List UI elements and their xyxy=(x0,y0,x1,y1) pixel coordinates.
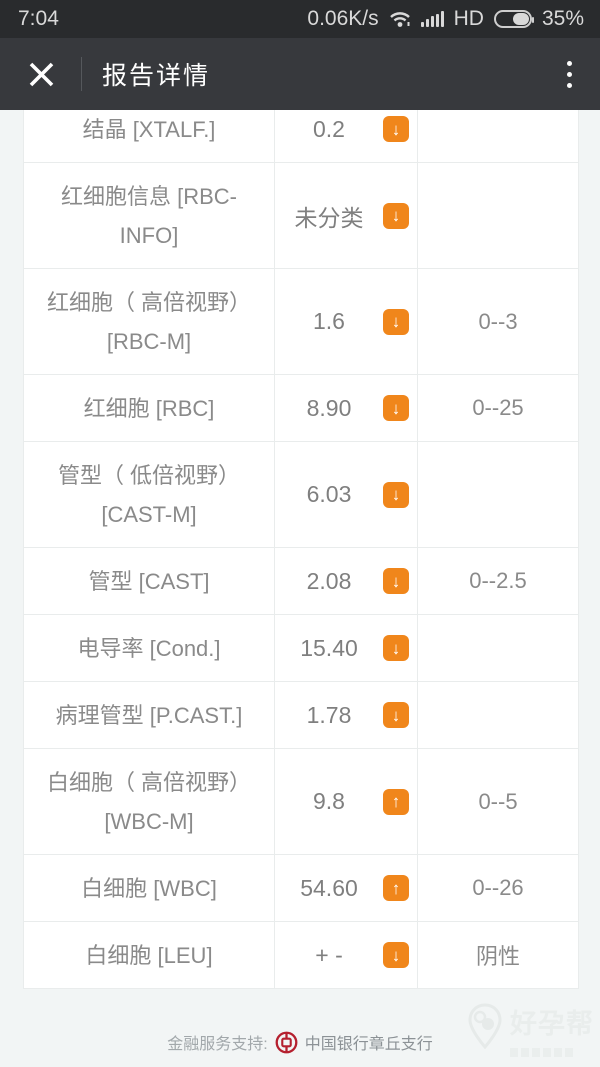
trend-up-icon: ↑ xyxy=(383,788,409,815)
param-value-cell: 54.60 ↑ xyxy=(275,855,418,921)
reference-range: 0--5 xyxy=(478,788,518,814)
param-value: 8.90 xyxy=(306,394,352,421)
reference-range xyxy=(418,682,578,748)
trend-down-icon: ↓ xyxy=(383,942,409,968)
param-value-cell: 1.6 ↓ xyxy=(275,269,418,374)
param-name: 电导率 [Cond.] xyxy=(24,615,275,681)
table-row: 红细胞 [RBC] 8.90 ↓ 0--25 xyxy=(24,375,578,442)
haoyunbang-watermark: 好孕帮 xyxy=(466,1002,594,1058)
reference-range xyxy=(418,442,578,547)
trend-down-icon: ↓ xyxy=(383,308,409,335)
close-button[interactable] xyxy=(28,61,55,88)
battery-percent: 35% xyxy=(541,7,584,30)
table-row: 结晶 [XTALF.] 0.2 ↓ xyxy=(24,110,578,163)
trend-down-icon: ↓ xyxy=(383,116,409,142)
trend-down-icon: ↓ xyxy=(383,202,409,229)
location-pin-icon xyxy=(466,1002,504,1058)
table-row: 电导率 [Cond.] 15.40 ↓ xyxy=(24,615,578,682)
table-row: 白细胞（ 高倍视野） [WBC-M] 9.8 ↑ 0--5 xyxy=(24,749,578,855)
param-value: 6.03 xyxy=(306,481,352,507)
param-name: 红细胞信息 [RBC- INFO] xyxy=(24,163,275,268)
clock: 7:04 xyxy=(18,7,59,30)
watermark-subtext-dots xyxy=(510,1048,594,1057)
battery-icon xyxy=(493,10,534,28)
wifi-icon xyxy=(389,10,411,28)
param-value-cell: 15.40 ↓ xyxy=(275,615,418,681)
table-row: 病理管型 [P.CAST.] 1.78 ↓ xyxy=(24,682,578,749)
param-value: 2.08 xyxy=(306,567,352,594)
param-value-cell: 1.78 ↓ xyxy=(275,682,418,748)
param-value-cell: + - ↓ xyxy=(275,922,418,988)
param-name: 白细胞 [WBC] xyxy=(24,855,275,921)
trend-down-icon: ↓ xyxy=(383,702,409,728)
param-value: 0.2 xyxy=(313,115,345,142)
menu-dot xyxy=(567,71,572,77)
reference-range xyxy=(418,110,578,162)
param-value: 未分类 xyxy=(294,204,364,231)
param-value-cell: 8.90 ↓ xyxy=(275,375,418,441)
table-row: 红细胞信息 [RBC- INFO] 未分类 ↓ xyxy=(24,163,578,269)
financial-support-footer: 金融服务支持: 中国银行章丘支行 xyxy=(0,1030,600,1054)
param-value: 9.8 xyxy=(313,788,345,814)
reference-range: 0--2.5 xyxy=(469,568,527,593)
status-bar: 7:04 0.06K/s HD 35% xyxy=(0,0,600,38)
param-value: 1.6 xyxy=(313,308,345,334)
trend-up-icon: ↑ xyxy=(383,875,409,901)
param-name: 病理管型 [P.CAST.] xyxy=(24,682,275,748)
menu-dot xyxy=(567,60,572,66)
bank-of-china-logo-icon xyxy=(275,1031,298,1054)
param-name: 管型（ 低倍视野） [CAST-M] xyxy=(24,442,275,547)
reference-range xyxy=(418,615,578,681)
table-row: 白细胞 [LEU] + - ↓ 阴性 xyxy=(24,922,578,989)
param-value: + - xyxy=(315,941,343,968)
header-divider xyxy=(81,57,82,91)
network-speed: 0.06K/s xyxy=(307,7,379,30)
param-value-cell: 9.8 ↑ xyxy=(275,749,418,854)
report-table: 结晶 [XTALF.] 0.2 ↓ 红细胞信息 [RBC- INFO] 未分类 … xyxy=(23,110,579,989)
trend-down-icon: ↓ xyxy=(383,635,409,661)
reference-range: 0--25 xyxy=(472,395,524,420)
param-value-cell: 未分类 ↓ xyxy=(275,163,418,268)
trend-down-icon: ↓ xyxy=(383,481,409,508)
param-value-cell: 2.08 ↓ xyxy=(275,548,418,614)
param-name: 白细胞（ 高倍视野） [WBC-M] xyxy=(24,749,275,854)
bank-name: 中国银行章丘支行 xyxy=(304,1036,433,1053)
param-value: 54.60 xyxy=(300,874,358,901)
page-title: 报告详情 xyxy=(102,62,211,90)
param-value-cell: 6.03 ↓ xyxy=(275,442,418,547)
reference-range: 0--26 xyxy=(472,875,524,900)
support-label: 金融服务支持: xyxy=(167,1036,268,1053)
param-name: 红细胞 [RBC] xyxy=(24,375,275,441)
table-row: 白细胞 [WBC] 54.60 ↑ 0--26 xyxy=(24,855,578,922)
overflow-menu-button[interactable] xyxy=(563,55,576,94)
param-name: 白细胞 [LEU] xyxy=(24,922,275,988)
reference-range xyxy=(418,163,578,268)
table-row: 红细胞（ 高倍视野） [RBC-M] 1.6 ↓ 0--3 xyxy=(24,269,578,375)
trend-down-icon: ↓ xyxy=(383,568,409,594)
menu-dot xyxy=(567,82,572,88)
title-bar: 报告详情 xyxy=(0,38,600,110)
param-name: 红细胞（ 高倍视野） [RBC-M] xyxy=(24,269,275,374)
table-row: 管型 [CAST] 2.08 ↓ 0--2.5 xyxy=(24,548,578,615)
close-icon xyxy=(28,61,55,88)
param-value-cell: 0.2 ↓ xyxy=(275,110,418,162)
param-name: 结晶 [XTALF.] xyxy=(24,110,275,162)
param-name: 管型 [CAST] xyxy=(24,548,275,614)
report-table-viewport: 结晶 [XTALF.] 0.2 ↓ 红细胞信息 [RBC- INFO] 未分类 … xyxy=(23,110,579,989)
signal-bars-icon xyxy=(420,11,444,27)
hd-indicator: HD xyxy=(453,7,484,30)
table-row: 管型（ 低倍视野） [CAST-M] 6.03 ↓ xyxy=(24,442,578,548)
trend-down-icon: ↓ xyxy=(383,395,409,421)
param-value: 1.78 xyxy=(306,701,352,728)
param-value: 15.40 xyxy=(300,634,358,661)
reference-range: 阴性 xyxy=(475,944,520,969)
reference-range: 0--3 xyxy=(478,308,518,334)
watermark-text: 好孕帮 xyxy=(510,1009,594,1039)
